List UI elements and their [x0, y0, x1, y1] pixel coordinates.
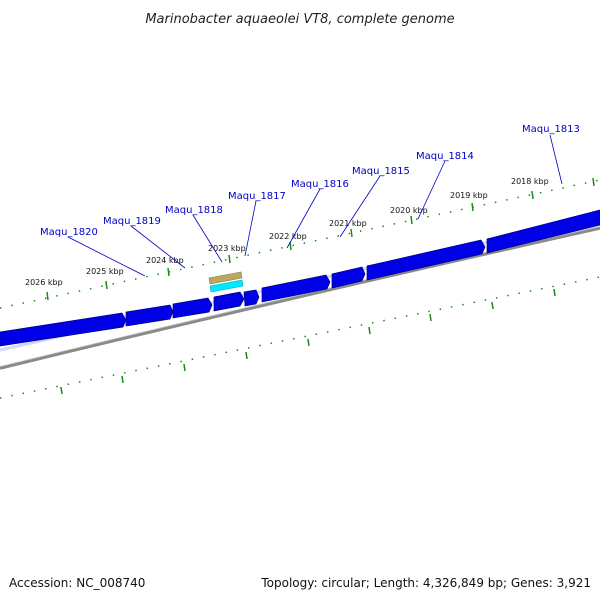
major-tick [228, 254, 231, 264]
gene-arrow[interactable] [331, 266, 366, 289]
gene-leader-lines [67, 134, 563, 277]
major-tick [105, 280, 108, 290]
gene-label[interactable]: Maqu_1816 [291, 179, 349, 190]
map-title: Marinobacter aquaeolei VT8, complete gen… [145, 12, 454, 27]
major-tick [592, 177, 595, 187]
genome-backbone [0, 226, 600, 370]
gene-label[interactable]: Maqu_1813 [522, 124, 580, 135]
major-tick [471, 202, 474, 212]
gene-arrow[interactable] [261, 274, 331, 303]
outer-scale-ring [0, 177, 600, 309]
gene-label[interactable]: Maqu_1817 [228, 191, 286, 202]
minor-tick [307, 338, 310, 347]
gene-label[interactable]: Maqu_1818 [165, 205, 223, 216]
major-tick [350, 228, 353, 238]
gene-arrow[interactable] [125, 304, 174, 327]
feature-markers [208, 271, 244, 293]
kbp-label: 2021 kbp [329, 219, 367, 228]
kbp-label: 2020 kbp [390, 206, 428, 215]
minor-tick [60, 386, 63, 395]
major-tick [410, 215, 413, 225]
genome-summary-text: Topology: circular; Length: 4,326,849 bp… [261, 576, 591, 590]
feature-tan [208, 271, 243, 285]
major-tick [531, 190, 534, 200]
major-tick [167, 267, 170, 277]
kbp-label: 2025 kbp [86, 267, 124, 276]
minor-tick [368, 326, 371, 335]
gene-arrow[interactable] [486, 209, 600, 254]
major-tick [46, 291, 49, 301]
gene-arrow[interactable] [172, 297, 213, 319]
minor-tick [553, 288, 556, 297]
major-tick [289, 241, 292, 251]
gene-label[interactable]: Maqu_1814 [416, 151, 474, 162]
inner-scale-ring [0, 276, 600, 399]
kbp-label: 2019 kbp [450, 191, 488, 200]
gene-label[interactable]: Maqu_1819 [103, 216, 161, 227]
accession-text: Accession: NC_008740 [9, 576, 146, 590]
gene-track [0, 209, 600, 347]
gene-arrow[interactable] [213, 291, 245, 312]
kbp-label: 2024 kbp [146, 256, 184, 265]
gene-arrow[interactable] [243, 289, 260, 307]
gene-label[interactable]: Maqu_1815 [352, 166, 410, 177]
minor-tick [491, 301, 494, 310]
minor-tick [121, 375, 124, 384]
gene-arrow[interactable] [366, 239, 486, 281]
kbp-label: 2023 kbp [208, 244, 246, 253]
gene-label[interactable]: Maqu_1820 [40, 227, 98, 238]
minor-tick [429, 313, 432, 322]
kbp-label: 2018 kbp [511, 177, 549, 186]
feature-cyan [209, 279, 244, 293]
gene-arrow[interactable] [0, 312, 127, 347]
gene-labels: Maqu_1813 Maqu_1814 Maqu_1815 Maqu_1816 … [40, 124, 580, 238]
kbp-label: 2022 kbp [269, 232, 307, 241]
kbp-label: 2026 kbp [25, 278, 63, 287]
minor-tick [183, 363, 186, 372]
scale-labels: 2018 kbp 2019 kbp 2020 kbp 2021 kbp 2022… [25, 177, 549, 287]
minor-tick [245, 351, 248, 360]
